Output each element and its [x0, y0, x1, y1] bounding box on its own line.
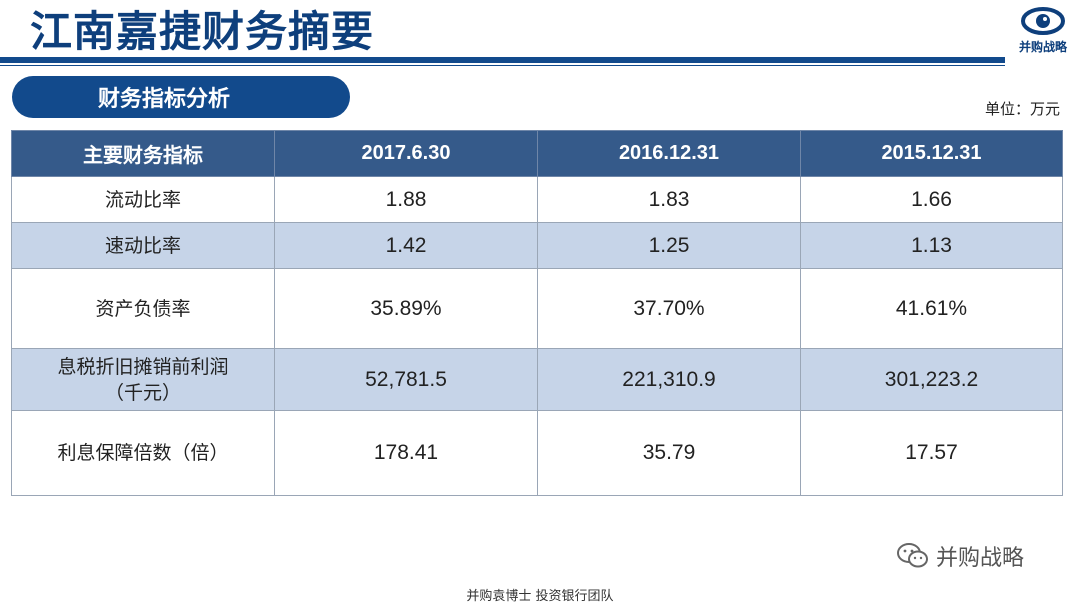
table-cell: 1.13: [800, 222, 1063, 269]
footer-credit: 并购袁博士 投资银行团队: [466, 589, 614, 604]
row-label-interest-coverage: 利息保障倍数（倍）: [11, 410, 275, 496]
page-title: 江南嘉捷财务摘要: [30, 7, 375, 56]
brand-logo: 并购战略: [1010, 6, 1076, 64]
watermark-text: 并购战略: [936, 546, 1025, 571]
wechat-icon: [897, 543, 928, 568]
row-label-debt-ratio: 资产负债率: [11, 268, 275, 349]
row-label-text: 利息保障倍数（倍）: [57, 442, 229, 464]
table-row: 利息保障倍数（倍） 178.41 35.79 17.57: [11, 410, 1063, 496]
table-cell: 1.42: [274, 222, 538, 269]
table-row: 速动比率 1.42 1.25 1.13: [11, 222, 1063, 269]
row-label-current-ratio: 流动比率: [11, 176, 275, 223]
table-cell: 37.70%: [537, 268, 801, 349]
table-cell: 1.66: [800, 176, 1063, 223]
table-row: 息税折旧摊销前利润 （千元） 52,781.5 221,310.9 301,22…: [11, 348, 1063, 411]
table-row: 资产负债率 35.89% 37.70% 41.61%: [11, 268, 1063, 349]
row-label-text: 速动比率: [104, 234, 181, 257]
table-cell: 35.79: [537, 410, 801, 496]
row-label-text: 息税折旧摊销前利润: [57, 355, 229, 378]
table-cell: 1.88: [274, 176, 538, 223]
column-header-indicator: 主要财务指标: [11, 130, 275, 177]
title-rule-thin: [0, 65, 1005, 66]
column-header-2016-12-31: 2016.12.31: [537, 130, 801, 177]
table-cell: 178.41: [274, 410, 538, 496]
financial-indicators-table: 主要财务指标 2017.6.30 2016.12.31 2015.12.31 流…: [11, 130, 1063, 496]
unit-label: 单位：万元: [984, 100, 1060, 118]
title-rule: [0, 57, 1005, 63]
row-label-quick-ratio: 速动比率: [11, 222, 275, 269]
row-label-text: 资产负债率: [95, 297, 191, 320]
table-header-row: 主要财务指标 2017.6.30 2016.12.31 2015.12.31: [11, 130, 1063, 177]
table-cell: 221,310.9: [537, 348, 801, 411]
row-label-ebitda: 息税折旧摊销前利润 （千元）: [11, 348, 275, 411]
table-cell: 1.83: [537, 176, 801, 223]
logo-text: 并购战略: [1018, 40, 1067, 54]
table-cell: 17.57: [800, 410, 1063, 496]
section-title: 财务指标分析: [98, 87, 231, 112]
table-row: 流动比率 1.88 1.83 1.66: [11, 176, 1063, 223]
table-cell: 301,223.2: [800, 348, 1063, 411]
column-header-2015-12-31: 2015.12.31: [800, 130, 1063, 177]
table-cell: 1.25: [537, 222, 801, 269]
row-label-text: 流动比率: [104, 188, 181, 211]
table-cell: 35.89%: [274, 268, 538, 349]
row-label-unit: （千元）: [104, 381, 181, 404]
table-cell: 41.61%: [800, 268, 1063, 349]
eye-icon: [1021, 7, 1065, 35]
column-header-2017-6-30: 2017.6.30: [274, 130, 538, 177]
section-title-pill: 财务指标分析: [12, 76, 350, 118]
table-cell: 52,781.5: [274, 348, 538, 411]
wechat-watermark: 并购战略: [896, 540, 1024, 572]
